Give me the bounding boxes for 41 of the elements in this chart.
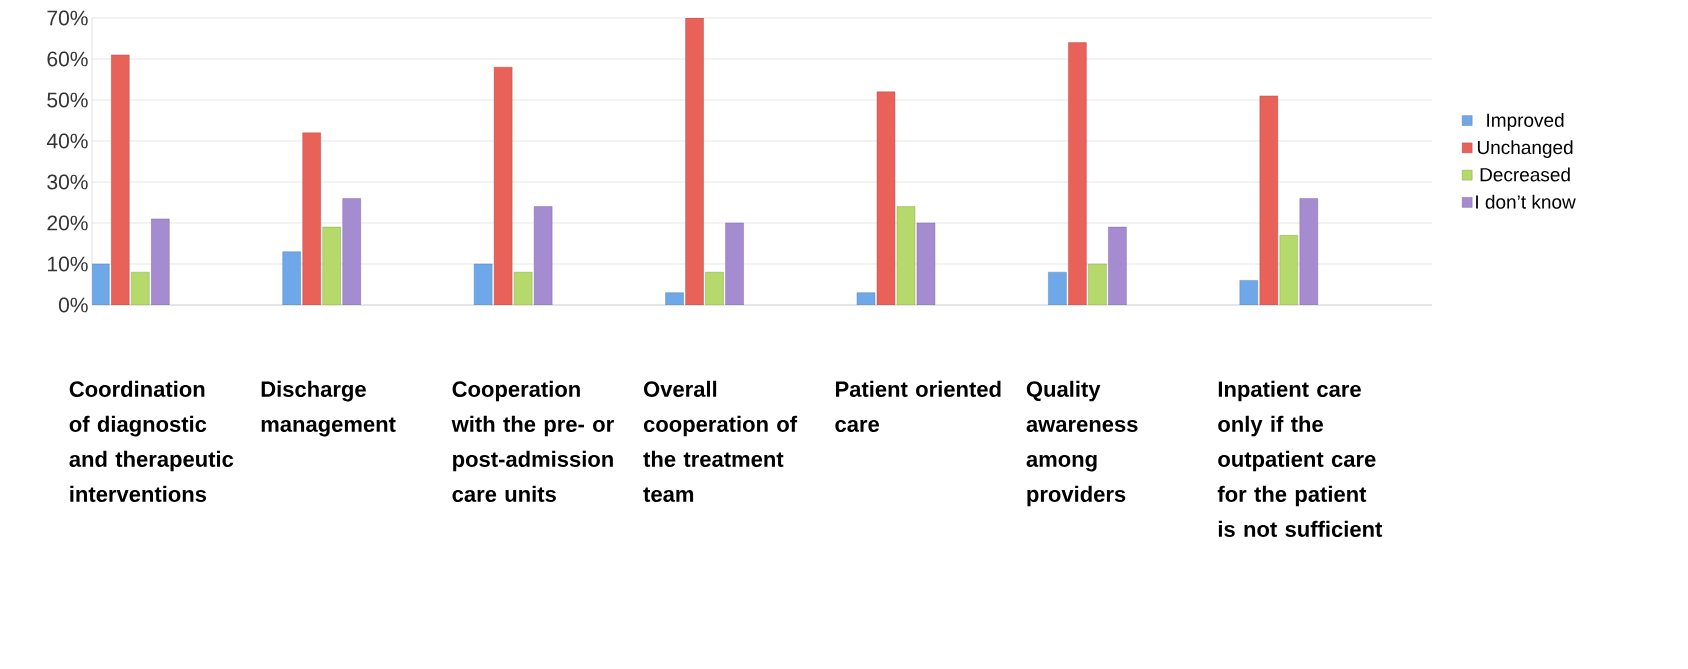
x-tick-label: Cooperation with the pre- or post-admission care units (451, 380, 614, 502)
bar (685, 18, 704, 305)
x-tick-label: Patient oriented care (835, 380, 1001, 432)
legend-label: I don’t know (1476, 194, 1576, 209)
bar (665, 292, 684, 305)
legend-label: Decreased (1480, 167, 1570, 182)
bar (1068, 42, 1087, 305)
bar (1239, 280, 1259, 305)
bar (342, 198, 361, 305)
bar (473, 263, 493, 305)
x-tick-label: Overall cooperation of the treatment team (643, 380, 798, 502)
bar (302, 132, 321, 305)
bar (1299, 198, 1319, 305)
bar (322, 226, 341, 305)
bar (282, 251, 301, 305)
y-tick-label: 0% (58, 297, 88, 313)
x-tick-label: Inpatient care only if the outpatient care for the patient is not sufficient (1217, 380, 1383, 537)
y-tick-label: 30% (47, 174, 88, 190)
bar (1088, 263, 1107, 305)
x-tick-label: Quality awareness among providers (1026, 380, 1138, 507)
bar (1259, 95, 1279, 305)
y-tick-label: 50% (47, 92, 88, 108)
bar (1048, 272, 1067, 305)
bar (876, 91, 896, 305)
y-tick-label: 10% (48, 256, 88, 272)
bar (493, 67, 513, 305)
bar (856, 292, 876, 305)
y-tick-label: 70% (47, 10, 88, 26)
y-tick-label: 40% (46, 133, 88, 149)
y-tick-label: 20% (47, 215, 88, 231)
bar (1108, 226, 1127, 305)
bar (725, 222, 744, 305)
x-tick-label: Coordination of diagnostic and therapeutic interventions (69, 380, 234, 502)
bar (151, 218, 170, 305)
legend-label: Unchanged (1477, 140, 1573, 158)
bar (92, 263, 110, 305)
x-tick-label: Discharge management (261, 380, 396, 437)
legend-label: Improved (1487, 112, 1564, 131)
bar (111, 54, 130, 305)
bar (1279, 235, 1299, 305)
y-tick-label: 60% (47, 51, 88, 67)
